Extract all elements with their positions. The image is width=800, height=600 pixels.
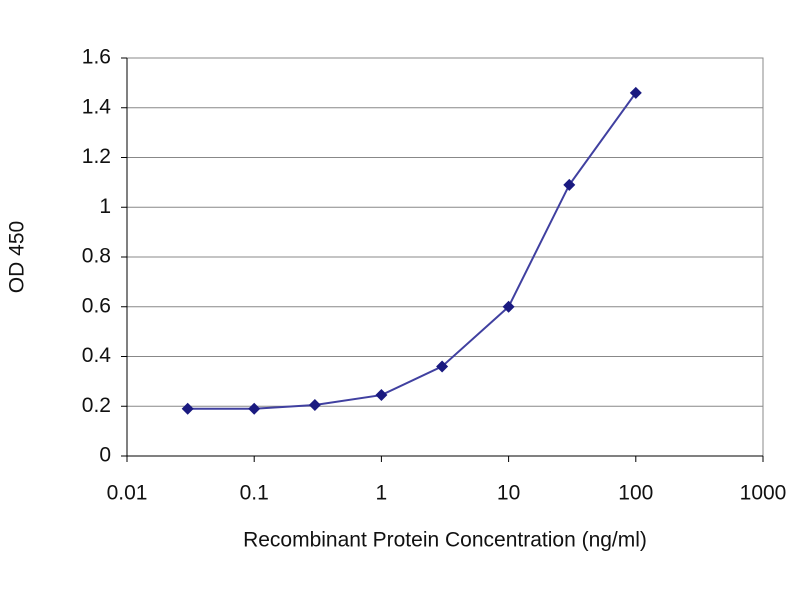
y-tick-label: 0.4	[82, 344, 112, 367]
y-tick-label: 1.2	[82, 145, 111, 168]
y-tick-label: 1.6	[82, 46, 111, 69]
data-point	[181, 402, 194, 415]
x-tick-label: 100	[618, 482, 653, 505]
y-tick-label: 1	[99, 195, 111, 218]
data-point	[436, 360, 449, 373]
x-tick-label: 10	[497, 482, 520, 505]
x-tick-label: 0.01	[107, 482, 148, 505]
x-tick-label: 1	[376, 482, 388, 505]
y-tick-label: 0.2	[82, 394, 111, 417]
y-tick-label: 0.6	[82, 294, 111, 317]
data-point	[629, 86, 642, 99]
y-tick-label: 0.8	[82, 245, 111, 268]
y-tick-label: 0	[99, 444, 111, 467]
y-axis-title: OD 450	[6, 221, 29, 293]
data-point	[248, 402, 261, 415]
data-line	[187, 92, 637, 410]
data-point	[308, 399, 321, 412]
data-point	[375, 389, 388, 402]
x-tick-label: 1000	[740, 482, 787, 505]
x-tick-label: 0.1	[240, 482, 269, 505]
data-point	[563, 178, 576, 191]
y-tick-label: 1.4	[82, 95, 112, 118]
data-point	[502, 300, 515, 313]
x-axis-title: Recombinant Protein Concentration (ng/ml…	[243, 529, 647, 552]
